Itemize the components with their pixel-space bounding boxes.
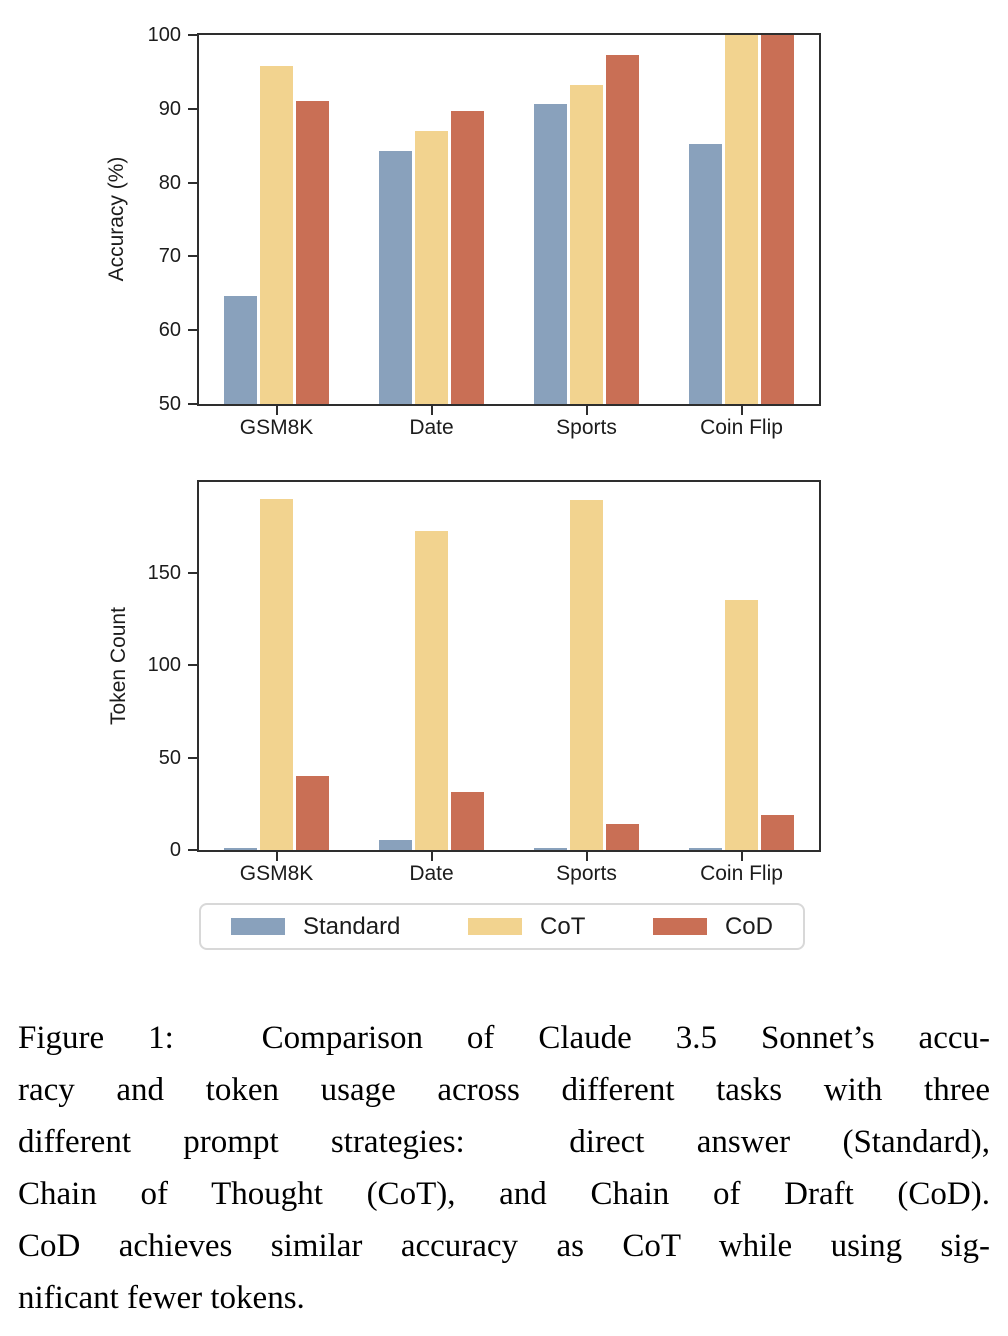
plot-area (197, 480, 821, 852)
bar-cot-date (414, 130, 449, 404)
legend-item-standard: Standard (231, 912, 401, 940)
bar-cod-coin-flip (761, 815, 795, 850)
bar-cod-date (451, 111, 485, 404)
x-tick-label: GSM8K (239, 416, 314, 439)
y-tick-label: 0 (169, 839, 181, 861)
y-tick-mark (188, 756, 197, 759)
bar-cod-sports (606, 823, 640, 850)
y-tick-mark (188, 255, 197, 258)
legend-item-cot: CoT (468, 912, 586, 940)
bar-standard-sports (533, 104, 567, 404)
caption-line-2: racy and token usage across different ta… (18, 1072, 990, 1108)
bar-cod-date (451, 792, 485, 850)
legend-item-cod: CoD (652, 912, 773, 940)
x-tick-label: Date (409, 416, 454, 439)
bar-cod-sports (606, 54, 640, 404)
caption-line-6: nificant fewer tokens. (18, 1280, 305, 1316)
bar-cot-gsm8k (259, 66, 294, 404)
y-tick-label: 60 (158, 319, 181, 342)
caption-line-5: CoD achieves similar accuracy as CoT whi… (18, 1228, 990, 1264)
y-tick-label: 100 (147, 654, 181, 677)
y-tick-label: 90 (158, 97, 181, 120)
y-tick-label: 100 (147, 24, 181, 46)
bar-standard-sports (533, 848, 567, 850)
y-tick-label: 50 (158, 746, 181, 769)
bar-cot-sports (569, 499, 604, 850)
bar-cod-gsm8k (296, 776, 330, 850)
bar-cot-coin-flip (724, 35, 759, 404)
x-tick-mark (740, 852, 743, 861)
chart-legend: Standard CoT CoD (199, 903, 805, 950)
figure-caption: Figure 1: Comparison of Claude 3.5 Sonne… (18, 1012, 990, 1324)
bar-standard-date (378, 150, 412, 404)
x-tick-mark (430, 406, 433, 415)
x-tick-label: Coin Flip (700, 862, 783, 885)
bar-cot-gsm8k (259, 498, 294, 850)
bar-standard-coin-flip (688, 144, 722, 404)
legend-label-cot: CoT (540, 912, 586, 940)
x-tick-label: Date (409, 862, 454, 885)
bar-cod-coin-flip (761, 35, 795, 404)
y-tick-mark (188, 664, 197, 667)
y-tick-mark (188, 403, 197, 405)
x-tick-mark (740, 406, 743, 415)
x-tick-mark (585, 406, 588, 415)
legend-swatch-cot (468, 918, 523, 935)
y-tick-mark (188, 849, 197, 851)
y-tick-mark (188, 107, 197, 110)
y-tick-mark (188, 34, 197, 36)
bar-standard-coin-flip (688, 848, 722, 850)
caption-line-3: different prompt strategies: direct answ… (18, 1124, 990, 1160)
y-tick-label: 70 (158, 245, 181, 268)
bar-cot-date (414, 531, 449, 850)
x-tick-mark (430, 852, 433, 861)
x-tick-label: Sports (556, 862, 617, 885)
x-tick-label: Sports (556, 416, 617, 439)
bar-standard-date (378, 840, 412, 850)
caption-line-4: Chain of Thought (CoT), and Chain of Dra… (18, 1176, 990, 1212)
x-tick-mark (585, 852, 588, 861)
x-tick-mark (275, 406, 278, 415)
y-tick-mark (188, 571, 197, 574)
legend-swatch-standard (231, 918, 285, 935)
legend-swatch-cod (652, 918, 707, 935)
bar-standard-gsm8k (223, 296, 257, 404)
bar-cot-coin-flip (724, 599, 759, 850)
caption-line-1: Figure 1: Comparison of Claude 3.5 Sonne… (18, 1020, 990, 1056)
y-tick-label: 50 (158, 393, 181, 415)
plot-area (197, 33, 821, 406)
legend-label-standard: Standard (303, 912, 401, 940)
y-axis-label: Token Count (107, 607, 130, 725)
x-tick-mark (275, 852, 278, 861)
y-tick-label: 80 (158, 171, 181, 194)
y-tick-label: 150 (147, 561, 181, 584)
bar-cot-sports (569, 85, 604, 404)
legend-label-cod: CoD (724, 912, 773, 940)
x-tick-label: Coin Flip (700, 416, 783, 439)
bar-cod-gsm8k (296, 100, 330, 404)
y-tick-mark (188, 181, 197, 184)
bar-standard-gsm8k (223, 847, 257, 850)
x-tick-label: GSM8K (239, 862, 314, 885)
y-tick-mark (188, 329, 197, 332)
